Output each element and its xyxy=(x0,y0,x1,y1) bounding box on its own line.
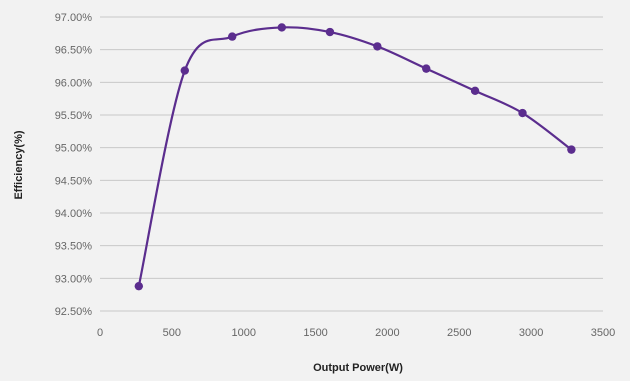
y-tick-label-4: 94.50% xyxy=(55,175,93,187)
data-point-6 xyxy=(422,64,431,73)
x-tick-label-5: 2500 xyxy=(447,327,471,339)
x-tick-label-7: 3500 xyxy=(591,327,615,339)
data-point-2 xyxy=(228,32,237,41)
x-tick-label-6: 3000 xyxy=(519,327,543,339)
x-tick-label-0: 0 xyxy=(97,327,103,339)
data-point-5 xyxy=(373,42,382,51)
data-point-9 xyxy=(567,145,576,154)
data-point-4 xyxy=(325,27,335,37)
x-tick-label-2: 1000 xyxy=(231,327,255,339)
y-tick-label-2: 93.50% xyxy=(55,241,93,253)
x-axis-title: Output Power(W) xyxy=(313,362,403,374)
y-axis-tick-labels: 92.50% 93.00% 93.50% 94.00% 94.50% 95.00% 95.5… xyxy=(55,12,93,318)
grid-lines xyxy=(100,16,603,312)
x-axis-tick-labels: 0 500 1000 1500 2000 2500 3000 3500 xyxy=(97,327,615,339)
data-point-3 xyxy=(277,23,286,32)
x-tick-label-3: 1500 xyxy=(303,327,327,339)
series-efficiency xyxy=(134,23,576,291)
data-point-7 xyxy=(470,86,480,96)
y-tick-label-8: 96.50% xyxy=(55,45,93,57)
y-tick-label-9: 97.00% xyxy=(55,12,93,24)
y-tick-label-7: 96.00% xyxy=(55,77,93,89)
y-tick-label-0: 92.50% xyxy=(55,306,93,318)
x-tick-label-4: 2000 xyxy=(375,327,399,339)
data-point-0 xyxy=(134,281,144,291)
y-axis-title: Efficiency(%) xyxy=(13,130,25,199)
data-point-8 xyxy=(518,108,527,118)
x-tick-label-1: 500 xyxy=(163,327,181,339)
series-line-0 xyxy=(137,26,573,288)
y-tick-label-6: 95.50% xyxy=(55,110,93,122)
y-tick-label-5: 95.00% xyxy=(55,143,93,155)
data-point-1 xyxy=(180,66,189,75)
y-tick-label-1: 93.00% xyxy=(55,273,93,285)
y-tick-label-3: 94.00% xyxy=(55,208,93,220)
